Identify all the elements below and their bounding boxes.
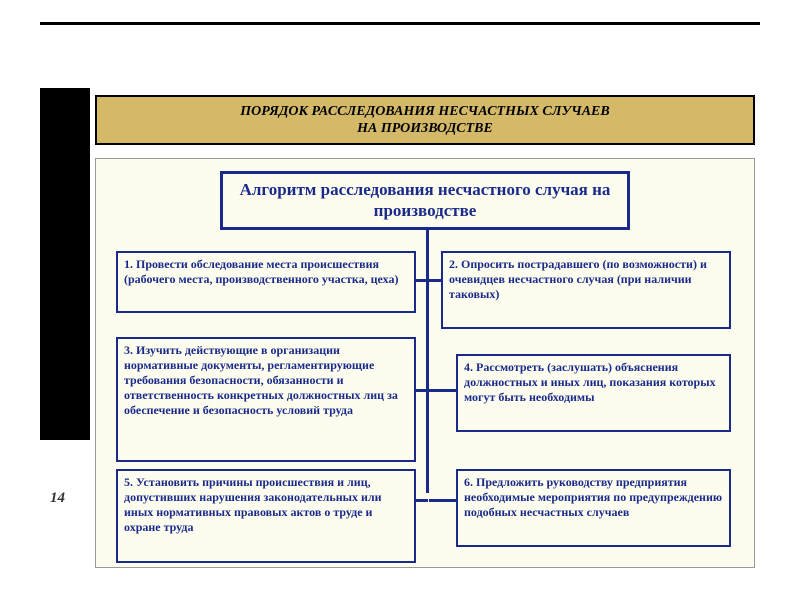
algorithm-title: Алгоритм расследования несчастного случа…	[229, 179, 621, 222]
connector-row2-left	[416, 389, 428, 392]
node-5-text: 5. Установить причины происшествия и лиц…	[124, 475, 408, 535]
page-number: 14	[50, 490, 65, 507]
node-6: 6. Предложить руководству предприятия не…	[456, 469, 731, 547]
algorithm-title-box: Алгоритм расследования несчастного случа…	[220, 171, 630, 230]
node-1: 1. Провести обследование места происшест…	[116, 251, 416, 313]
header-line1: ПОРЯДОК РАССЛЕДОВАНИЯ НЕСЧАСТНЫХ СЛУЧАЕВ	[240, 104, 610, 119]
node-2: 2. Опросить пострадавшего (по возможност…	[441, 251, 731, 329]
connector-row2-right	[429, 389, 456, 392]
connector-row3-right	[429, 499, 456, 502]
node-3: 3. Изучить действующие в организации нор…	[116, 337, 416, 462]
connector-row1-left	[416, 279, 428, 282]
connector-row1-right	[429, 279, 441, 282]
node-6-text: 6. Предложить руководству предприятия не…	[464, 475, 723, 520]
connector-row3-left	[416, 499, 428, 502]
node-5: 5. Установить причины происшествия и лиц…	[116, 469, 416, 563]
header-line2: НА ПРОИЗВОДСТВЕ	[357, 121, 493, 136]
left-black-block-upper	[40, 88, 90, 150]
node-4-text: 4. Рассмотреть (заслушать) объяснения до…	[464, 360, 723, 405]
diagram-panel: Алгоритм расследования несчастного случа…	[95, 158, 755, 568]
node-4: 4. Рассмотреть (заслушать) объяснения до…	[456, 354, 731, 432]
node-1-text: 1. Провести обследование места происшест…	[124, 257, 408, 287]
node-3-text: 3. Изучить действующие в организации нор…	[124, 343, 408, 418]
left-black-block-lower	[40, 150, 90, 440]
node-2-text: 2. Опросить пострадавшего (по возможност…	[449, 257, 723, 302]
top-rule	[40, 22, 760, 25]
header-band: ПОРЯДОК РАССЛЕДОВАНИЯ НЕСЧАСТНЫХ СЛУЧАЕВ…	[95, 95, 755, 145]
connector-trunk	[426, 233, 429, 493]
header-title: ПОРЯДОК РАССЛЕДОВАНИЯ НЕСЧАСТНЫХ СЛУЧАЕВ…	[240, 103, 610, 138]
